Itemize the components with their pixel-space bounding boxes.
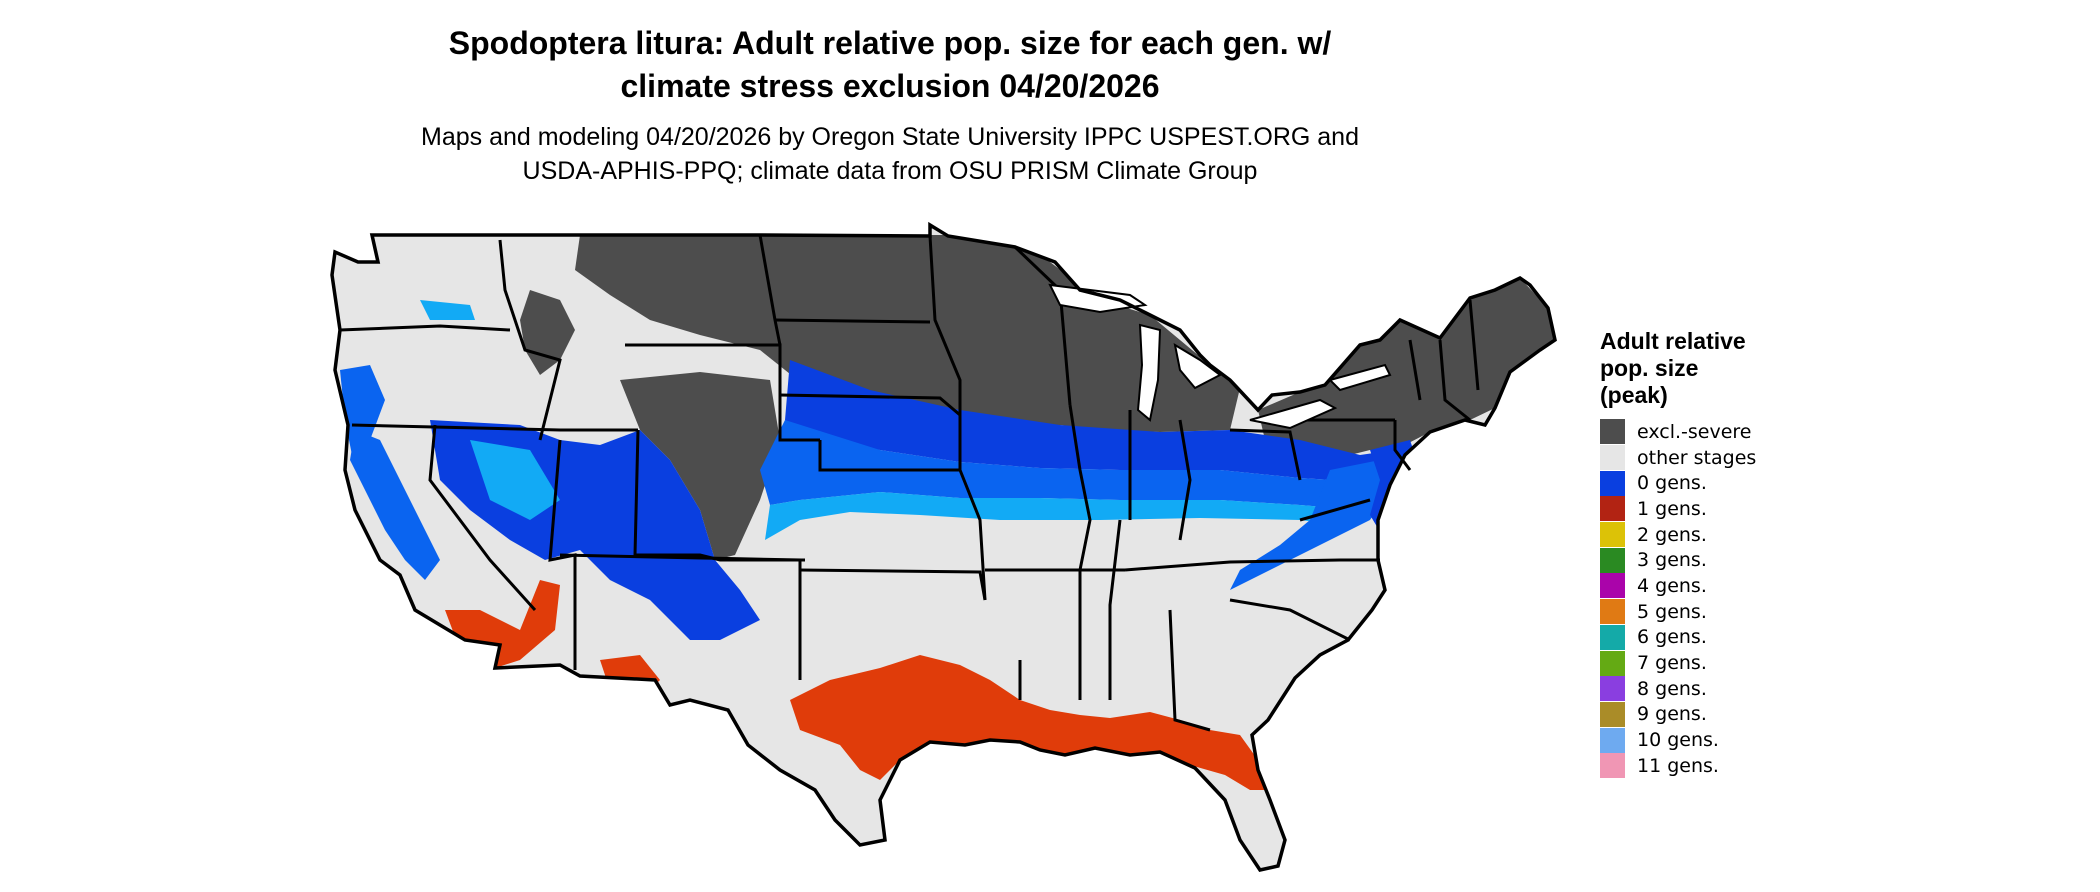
legend-items: excl.-severe other stages 0 gens. 1 gens. 2 … (1600, 419, 1756, 779)
legend-label: 3 gens. (1637, 549, 1707, 572)
map-title: Spodoptera litura: Adult relative pop. s… (448, 25, 1332, 104)
excluded-region-rockies (620, 372, 780, 560)
legend-item: 2 gens. (1600, 522, 1756, 548)
legend-label: excl.-severe (1637, 420, 1752, 443)
legend-label: 11 gens. (1637, 754, 1719, 777)
legend-swatch (1600, 701, 1625, 727)
zero-gens-cascades (420, 300, 475, 320)
zero-gens-great-basin-light (470, 440, 560, 520)
legend-item: 7 gens. (1600, 650, 1756, 676)
zero-gens-appalachia (1230, 460, 1400, 590)
zero-gens-west-coast (340, 365, 385, 455)
legend-swatch (1600, 676, 1625, 702)
legend-item: 8 gens. (1600, 676, 1756, 702)
excluded-region-northeast (1258, 278, 1555, 460)
legend-label: 2 gens. (1637, 523, 1707, 546)
legend-swatch (1600, 419, 1625, 445)
legend-swatch (1600, 547, 1625, 573)
legend-swatch (1600, 573, 1625, 599)
legend-item: 11 gens. (1600, 753, 1756, 779)
legend-title: Adult relative pop. size (peak) (1600, 328, 1746, 408)
legend-label: other stages (1637, 446, 1757, 469)
legend-swatch (1600, 650, 1625, 676)
legend-swatch (1600, 445, 1625, 471)
state-borders (339, 234, 1480, 732)
legend-item: excl.-severe (1600, 419, 1756, 445)
great-lakes (1048, 283, 1392, 430)
legend-label: 7 gens. (1637, 652, 1707, 675)
legend-label: 6 gens. (1637, 626, 1707, 649)
map-subtitle: Maps and modeling 04/20/2026 by Oregon S… (421, 123, 1359, 185)
legend-item: other stages (1600, 445, 1756, 471)
zero-gens-band-south (760, 420, 1390, 510)
legend-item: 10 gens. (1600, 727, 1756, 753)
zero-gens-california (350, 430, 440, 580)
two-gens-florida-keys (1240, 870, 1282, 885)
legend-label: 1 gens. (1637, 497, 1707, 520)
legend-swatch (1600, 496, 1625, 522)
legend-swatch (1600, 753, 1625, 779)
legend-label: 8 gens. (1637, 677, 1707, 700)
legend-label: 5 gens. (1637, 600, 1707, 623)
legend-label: 10 gens. (1637, 729, 1719, 752)
legend-swatch (1600, 470, 1625, 496)
us-outline (330, 221, 1557, 872)
legend-item: 9 gens. (1600, 701, 1756, 728)
legend-label: 9 gens. (1637, 703, 1707, 726)
legend-swatch (1600, 727, 1625, 753)
legend-swatch (1600, 522, 1625, 548)
legend-item: 6 gens. (1600, 624, 1756, 651)
legend-item: 5 gens. (1600, 599, 1756, 625)
legend: Adult relative pop. size (peak) excl.-se… (1600, 328, 1756, 779)
one-gen-gulf-texas (790, 655, 1265, 790)
legend-swatch (1600, 624, 1625, 650)
legend-item: 3 gens. (1600, 547, 1756, 573)
legend-item: 4 gens. (1600, 573, 1756, 599)
legend-label: 0 gens. (1637, 472, 1707, 495)
legend-item: 0 gens. (1600, 470, 1756, 496)
legend-swatch (1600, 599, 1625, 625)
zero-gens-band-edge (765, 492, 1360, 540)
zero-gens-band-plains (785, 360, 1410, 482)
legend-label: 4 gens. (1637, 574, 1707, 597)
legend-item: 1 gens. (1600, 496, 1756, 522)
